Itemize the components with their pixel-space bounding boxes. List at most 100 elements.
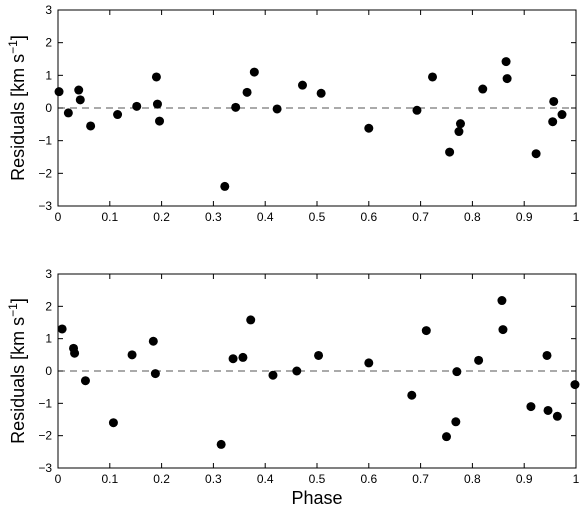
data-point: [74, 85, 84, 95]
data-point: [455, 119, 465, 129]
data-point: [548, 117, 558, 127]
y-tick-label: 3: [45, 267, 52, 281]
data-point: [54, 87, 64, 97]
data-point: [364, 123, 374, 133]
data-point: [557, 110, 567, 120]
data-point: [531, 149, 541, 159]
x-tick-label: 0.3: [205, 210, 222, 224]
x-axis-ticks: 0 0.1 0.2 0.3 0.4 0.5 0.6 0.7 0.8 0.9 1: [55, 10, 580, 224]
data-point: [57, 324, 67, 334]
x-tick-label: 0.2: [153, 210, 170, 224]
y-tick-label: 1: [45, 68, 52, 82]
x-tick-label: 0.6: [360, 472, 377, 486]
y-tick-label: −2: [38, 166, 52, 180]
data-point: [242, 87, 252, 97]
data-point: [151, 72, 161, 82]
data-point: [421, 326, 431, 336]
data-point: [445, 147, 455, 157]
y-axis-label: Residuals [km s−1]: [6, 298, 28, 444]
x-tick-label: 0.9: [516, 472, 533, 486]
data-point: [246, 315, 256, 325]
x-tick-label: 0.8: [464, 472, 481, 486]
x-tick-label: 0: [55, 210, 62, 224]
x-tick-label: 1: [573, 210, 580, 224]
data-point: [272, 104, 282, 114]
y-tick-label: −1: [38, 396, 52, 410]
data-point: [238, 352, 248, 362]
y-axis-label-text: Residuals [km s: [8, 54, 28, 181]
y-tick-label: 1: [45, 332, 52, 346]
x-tick-label: 0.2: [153, 472, 170, 486]
y-tick-label: 2: [45, 36, 52, 50]
x-tick-label: 0.4: [257, 210, 274, 224]
y-axis-label-superscript: −1: [6, 303, 20, 317]
data-point: [70, 348, 80, 358]
data-point: [502, 74, 512, 84]
data-point: [552, 411, 562, 421]
y-tick-label: 3: [45, 3, 52, 17]
data-point: [132, 101, 142, 111]
data-point: [150, 369, 160, 379]
y-axis-label-superscript: −1: [6, 40, 20, 54]
data-point: [148, 336, 158, 346]
data-point: [474, 355, 484, 365]
x-tick-label: 0.8: [464, 210, 481, 224]
data-point: [63, 108, 73, 118]
data-point: [364, 358, 374, 368]
y-axis-label-close: ]: [8, 35, 28, 40]
y-axis-label-close: ]: [8, 298, 28, 303]
data-point: [108, 418, 118, 428]
y-axis-ticks: −3 −2 −1 0 1 2 3: [38, 267, 576, 475]
x-tick-label: 0.3: [205, 472, 222, 486]
data-point: [231, 102, 241, 112]
data-point: [216, 439, 226, 449]
data-point: [478, 84, 488, 94]
data-point: [452, 367, 462, 377]
data-point: [75, 95, 85, 105]
y-axis-label-text: Residuals [km s: [8, 317, 28, 444]
data-point: [292, 366, 302, 376]
data-point: [297, 80, 307, 90]
data-point: [80, 376, 90, 386]
data-point: [451, 417, 461, 427]
y-tick-label: 0: [45, 364, 52, 378]
data-point: [442, 432, 451, 442]
x-tick-label: 0: [55, 472, 62, 486]
y-tick-label: −2: [38, 429, 52, 443]
data-point: [412, 105, 422, 115]
x-tick-label: 0.1: [101, 472, 118, 486]
data-point: [526, 402, 536, 412]
data-points: [57, 296, 580, 449]
data-point: [498, 325, 508, 335]
y-tick-label: 2: [45, 299, 52, 313]
data-point: [542, 350, 552, 360]
bottom-residuals-panel: 0 0.1 0.2 0.3 0.4 0.5 0.6 0.7 0.8 0.9 1 −3 −2 −1 0 1 2 3…: [6, 267, 580, 508]
x-tick-label: 0.6: [360, 210, 377, 224]
x-tick-label: 0.9: [516, 210, 533, 224]
x-axis-ticks: 0 0.1 0.2 0.3 0.4 0.5 0.6 0.7 0.8 0.9 1: [55, 274, 580, 486]
data-point: [570, 380, 580, 390]
x-tick-label: 0.1: [101, 210, 118, 224]
data-point: [220, 181, 230, 191]
data-point: [549, 96, 559, 106]
data-point: [454, 127, 464, 137]
x-tick-label: 0.7: [412, 210, 429, 224]
x-tick-label: 0.4: [257, 472, 274, 486]
x-axis-label: Phase: [291, 488, 342, 508]
y-tick-label: −3: [38, 199, 52, 213]
x-tick-label: 0.5: [309, 472, 326, 486]
data-point: [407, 390, 417, 400]
data-point: [316, 88, 326, 98]
data-point: [228, 354, 238, 364]
data-point: [155, 116, 165, 126]
data-point: [152, 99, 162, 109]
y-tick-label: −3: [38, 461, 52, 475]
y-axis-label: Residuals [km s−1]: [6, 35, 28, 181]
data-point: [543, 405, 553, 415]
data-point: [501, 57, 511, 67]
x-tick-label: 1: [573, 472, 580, 486]
y-tick-label: 0: [45, 101, 52, 115]
data-point: [249, 67, 259, 77]
x-tick-label: 0.5: [309, 210, 326, 224]
